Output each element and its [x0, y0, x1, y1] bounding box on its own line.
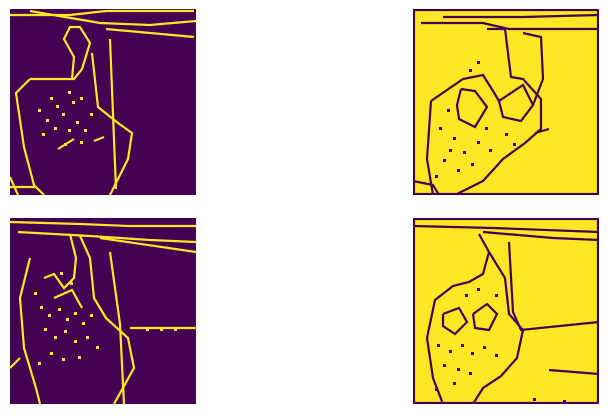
- edge-map-panel-top-right: [413, 9, 599, 195]
- edge-map-image: [10, 9, 196, 195]
- edge-map-panel-bottom-left: [10, 218, 196, 404]
- edge-dots: [34, 272, 177, 365]
- edge-dots: [435, 61, 516, 178]
- edge-dots: [38, 91, 93, 146]
- edge-map-image: [413, 218, 599, 404]
- edge-map-panel-bottom-right: [413, 218, 599, 404]
- edge-map-panel-top-left: [10, 9, 196, 195]
- edge-dots: [435, 288, 566, 403]
- edge-map-image: [10, 218, 196, 404]
- edge-map-image: [413, 9, 599, 195]
